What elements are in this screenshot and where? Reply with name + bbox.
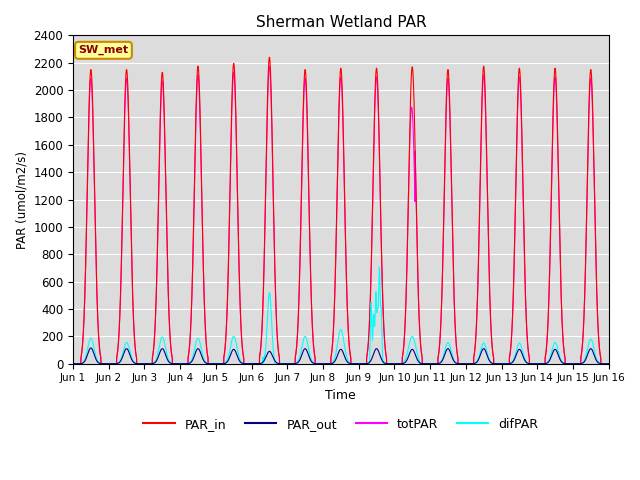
PAR_in	[576, 361, 584, 367]
Line: PAR_out: PAR_out	[73, 348, 609, 364]
PAR_in	[582, 233, 590, 239]
Line: totPAR: totPAR	[73, 66, 609, 364]
Y-axis label: PAR (umol/m2/s): PAR (umol/m2/s)	[15, 151, 28, 249]
difPAR	[582, 352, 590, 358]
PAR_out	[69, 361, 77, 367]
PAR_out	[323, 361, 330, 367]
PAR_out	[461, 361, 468, 367]
PAR_in	[266, 54, 273, 60]
totPAR	[605, 361, 612, 367]
X-axis label: Time: Time	[326, 389, 356, 402]
totPAR	[576, 361, 584, 367]
difPAR	[323, 361, 330, 367]
Title: Sherman Wetland PAR: Sherman Wetland PAR	[255, 15, 426, 30]
PAR_out	[476, 354, 484, 360]
difPAR	[376, 264, 383, 270]
difPAR	[605, 361, 612, 367]
PAR_in	[251, 361, 259, 367]
PAR_out	[582, 356, 590, 361]
totPAR	[461, 361, 468, 367]
difPAR	[476, 351, 484, 357]
difPAR	[461, 361, 468, 367]
PAR_out	[252, 361, 259, 367]
PAR_in	[323, 361, 330, 367]
totPAR	[266, 63, 273, 69]
PAR_out	[605, 361, 612, 367]
PAR_out	[87, 345, 95, 351]
totPAR	[323, 361, 330, 367]
difPAR	[69, 361, 77, 367]
difPAR	[576, 361, 584, 367]
PAR_in	[69, 361, 77, 367]
Text: SW_met: SW_met	[78, 45, 129, 56]
Legend: PAR_in, PAR_out, totPAR, difPAR: PAR_in, PAR_out, totPAR, difPAR	[138, 413, 543, 436]
PAR_in	[605, 361, 612, 367]
PAR_in	[476, 200, 484, 206]
totPAR	[69, 361, 77, 367]
totPAR	[582, 237, 590, 243]
totPAR	[251, 361, 259, 367]
PAR_in	[461, 361, 468, 367]
PAR_out	[576, 361, 584, 367]
Line: difPAR: difPAR	[73, 267, 609, 364]
totPAR	[476, 205, 484, 211]
Line: PAR_in: PAR_in	[73, 57, 609, 364]
difPAR	[251, 361, 259, 367]
